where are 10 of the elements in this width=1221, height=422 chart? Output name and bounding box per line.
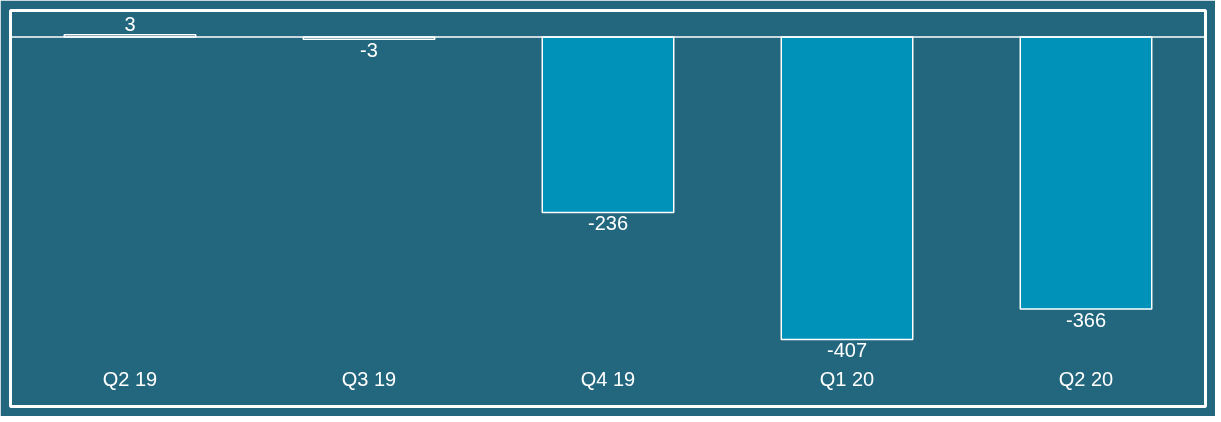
- data-label: 3: [124, 13, 136, 36]
- data-label: -236: [587, 212, 629, 235]
- x-tick-label: Q1 20: [819, 367, 875, 390]
- x-tick-label: Q2 19: [102, 367, 158, 390]
- data-label: -407: [826, 339, 868, 362]
- x-tick-label: Q2 20: [1058, 367, 1114, 390]
- x-tick-label: Q3 19: [341, 367, 397, 390]
- data-label: -3: [360, 38, 378, 61]
- data-label: -366: [1065, 308, 1107, 331]
- x-tick-label: Q4 19: [580, 367, 636, 390]
